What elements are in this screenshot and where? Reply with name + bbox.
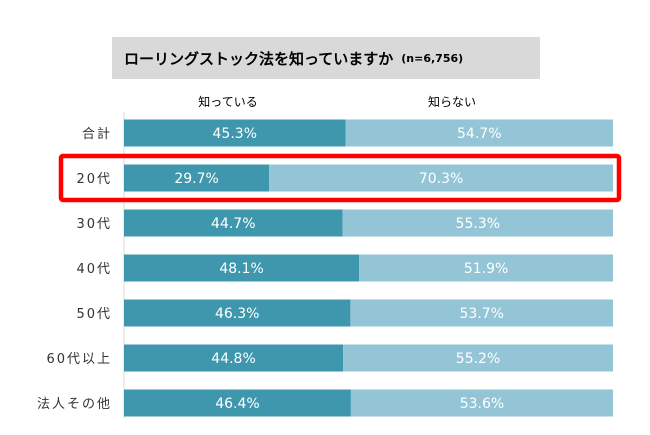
data-label: 44.7% — [211, 216, 255, 232]
legend-label-unknown: 知らない — [428, 95, 476, 109]
data-label: 46.3% — [215, 306, 259, 322]
category-label: 合計 — [82, 126, 112, 142]
bar-segment-unknown — [350, 299, 613, 327]
legend-label-known: 知っている — [198, 95, 257, 109]
chart-title-box: ローリングストック法を知っていますか (n=6,756) — [112, 37, 540, 79]
bar-segment-known — [124, 119, 346, 147]
data-label: 70.3% — [419, 171, 463, 187]
category-label: 30代 — [76, 217, 112, 232]
bar-segment-known — [124, 254, 360, 282]
bar-segment-unknown — [359, 254, 613, 282]
highlight-box — [58, 153, 622, 203]
data-label: 51.9% — [464, 261, 508, 277]
data-label: 53.7% — [459, 306, 503, 322]
data-label: 55.3% — [456, 216, 500, 232]
data-label: 44.8% — [211, 351, 255, 367]
category-label: 20代 — [76, 172, 112, 187]
bar-segment-unknown — [343, 344, 613, 372]
category-label: 60代以上 — [46, 352, 112, 367]
category-label: 40代 — [76, 262, 112, 277]
data-label: 55.2% — [456, 351, 500, 367]
data-label: 46.4% — [215, 396, 259, 412]
data-label: 45.3% — [213, 126, 257, 142]
data-label: 54.7% — [457, 126, 501, 142]
bar-segment-known — [124, 209, 343, 237]
category-label: 50代 — [76, 307, 112, 322]
data-label: 48.1% — [219, 261, 263, 277]
bar-segment-unknown — [345, 119, 613, 147]
chart-title: ローリングストック法を知っていますか — [124, 49, 394, 68]
data-label: 53.6% — [460, 396, 504, 412]
bar-segment-unknown — [342, 209, 613, 237]
bar-segment-known — [124, 344, 344, 372]
bar-segment-known — [124, 389, 351, 417]
bar-segment-unknown — [350, 389, 613, 417]
bar-segment-known — [124, 164, 270, 192]
data-label: 29.7% — [174, 171, 218, 187]
bar-segment-known — [124, 299, 351, 327]
bar-segment-unknown — [269, 164, 613, 192]
category-label: 法人その他 — [37, 397, 112, 412]
sample-size-label: (n=6,756) — [401, 51, 464, 65]
